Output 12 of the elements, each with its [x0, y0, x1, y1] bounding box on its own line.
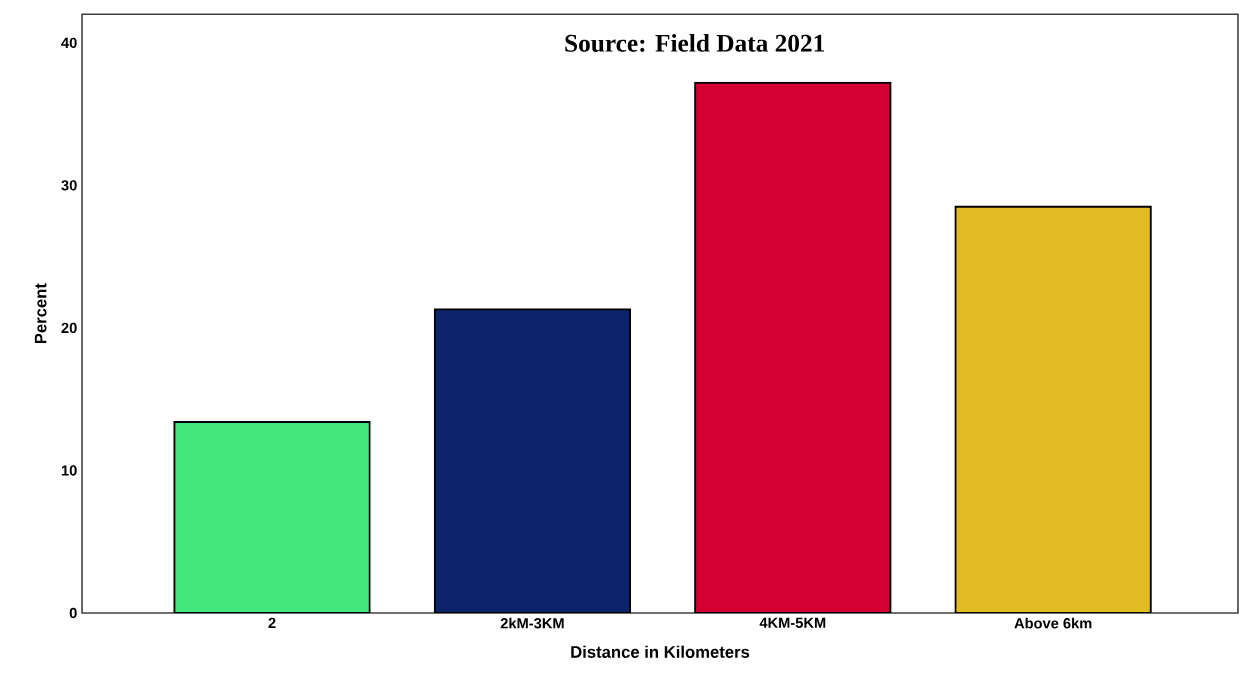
y-tick-label: 30	[61, 180, 77, 191]
x-tick-label: 2kM-3KM	[500, 617, 564, 629]
x-tick-label: Above 6km	[1014, 617, 1092, 629]
x-tick-label: 4KM-5KM	[759, 617, 826, 628]
y-tick-label: 10	[61, 465, 77, 476]
y-tick-label: 20	[61, 322, 77, 334]
y-tick-label: 40	[61, 37, 77, 49]
annotation: Source: Field Data 2021	[565, 34, 825, 52]
x-axis-title: Distance in Kilometers	[571, 645, 750, 658]
y-tick-label: 0	[69, 607, 77, 619]
x-tick-label: 2	[268, 617, 276, 628]
y-axis-title: Percent	[34, 283, 47, 344]
